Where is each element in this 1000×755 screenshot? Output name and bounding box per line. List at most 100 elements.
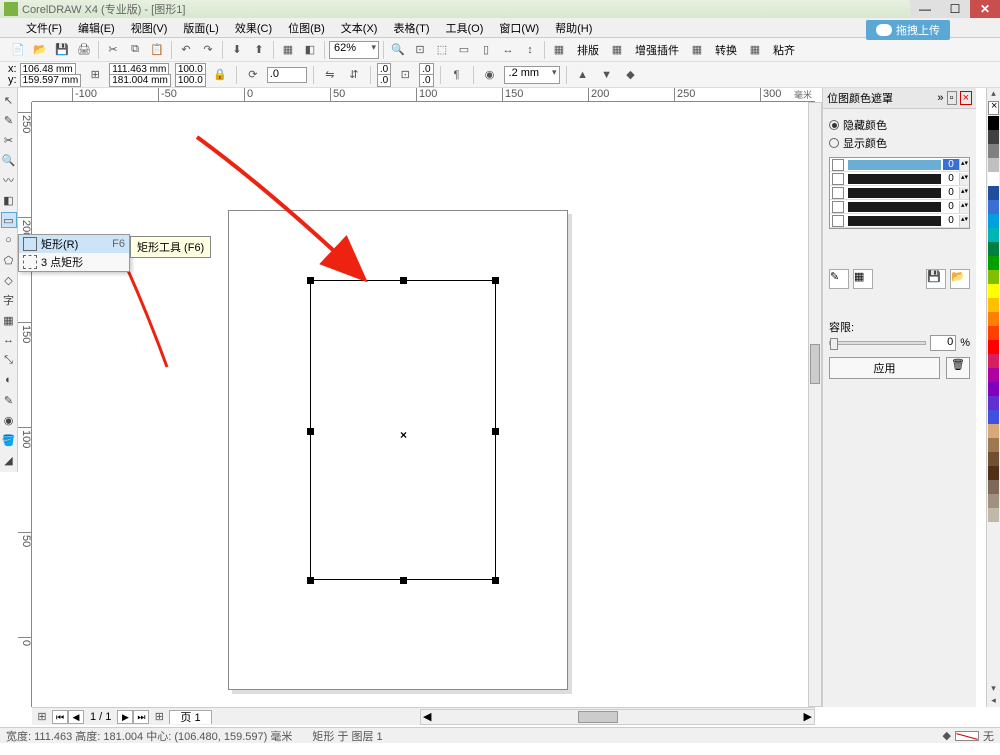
palette-swatch[interactable]: [988, 494, 999, 508]
handle-tc[interactable]: [400, 277, 407, 284]
close-button[interactable]: ✕: [970, 0, 1000, 18]
prev-page-button[interactable]: ◀: [68, 710, 84, 724]
zoom-icon[interactable]: 🔍: [388, 40, 408, 60]
zoom-tool[interactable]: 🔍: [1, 152, 17, 168]
palette-swatch[interactable]: [988, 186, 999, 200]
color-swatch[interactable]: [848, 160, 941, 170]
text-tool[interactable]: 字: [1, 292, 17, 308]
freehand-tool[interactable]: 〰: [1, 172, 17, 188]
color-row[interactable]: 0 ▴▾: [830, 172, 969, 186]
row-spinner[interactable]: ▴▾: [959, 215, 969, 227]
add-page-button[interactable]: ⊞: [32, 707, 52, 727]
handle-tr[interactable]: [492, 277, 499, 284]
menu-text[interactable]: 文本(X): [335, 18, 384, 38]
plugin-button[interactable]: ▦: [607, 40, 627, 60]
row-spinner[interactable]: ▴▾: [959, 173, 969, 185]
handle-mr[interactable]: [492, 428, 499, 435]
palette-swatch[interactable]: [988, 130, 999, 144]
palette-swatch[interactable]: [988, 312, 999, 326]
delete-button[interactable]: 🗑: [946, 357, 970, 379]
convert-button[interactable]: ▦: [687, 40, 707, 60]
undo-button[interactable]: ↶: [176, 40, 196, 60]
color-swatch[interactable]: [848, 202, 941, 212]
connector-tool[interactable]: ⤡: [1, 352, 17, 368]
convert-label[interactable]: 转换: [709, 40, 743, 60]
table-tool[interactable]: ▦: [1, 312, 17, 328]
palette-swatch[interactable]: [988, 116, 999, 130]
row-checkbox[interactable]: [832, 215, 844, 227]
flyout-3point-rectangle[interactable]: 3 点矩形: [19, 253, 129, 271]
export-button[interactable]: ⬆: [249, 40, 269, 60]
menu-window[interactable]: 窗口(W): [493, 18, 545, 38]
edit-color-button[interactable]: ▦: [853, 269, 873, 289]
tolerance-input[interactable]: 0: [930, 335, 956, 351]
convert-curves-icon[interactable]: ◆: [621, 65, 641, 85]
palette-swatch[interactable]: [988, 326, 999, 340]
canvas[interactable]: ×: [32, 102, 815, 707]
menu-bitmap[interactable]: 位图(B): [282, 18, 331, 38]
to-back-icon[interactable]: ▼: [597, 65, 617, 85]
palette-up-arrow[interactable]: ▴: [987, 88, 1000, 100]
row-spinner[interactable]: ▴▾: [959, 201, 969, 213]
save-button[interactable]: 💾: [52, 40, 72, 60]
docker-menu-icon[interactable]: ▫: [947, 91, 957, 105]
palette-down-arrow[interactable]: ▾: [987, 683, 1000, 695]
dimension-tool[interactable]: ↔: [1, 332, 17, 348]
palette-swatch[interactable]: [988, 172, 999, 186]
palette-swatch[interactable]: [988, 200, 999, 214]
palette-flyout-arrow[interactable]: ◂: [987, 695, 1000, 707]
palette-swatch[interactable]: [988, 214, 999, 228]
zoom-selection-icon[interactable]: ⬚: [432, 40, 452, 60]
color-row[interactable]: 0 ▴▾: [830, 186, 969, 200]
scroll-thumb[interactable]: [578, 711, 618, 723]
row-spinner[interactable]: ▴▾: [959, 187, 969, 199]
palette-swatch[interactable]: [988, 270, 999, 284]
corner-bl-input[interactable]: .0: [377, 74, 391, 87]
y-input[interactable]: 159.597 mm: [20, 74, 82, 87]
row-spinner[interactable]: ▴▾: [959, 159, 969, 171]
scale-y-input[interactable]: 100.0: [175, 74, 206, 87]
docker-close-icon[interactable]: ×: [960, 91, 972, 105]
scroll-left-arrow[interactable]: ◀: [423, 710, 431, 723]
mirror-v-icon[interactable]: ⇵: [344, 65, 364, 85]
palette-swatch[interactable]: [988, 410, 999, 424]
paste-special-button[interactable]: ▦: [745, 40, 765, 60]
last-page-button[interactable]: ⏭: [133, 710, 149, 724]
interactive-fill-tool[interactable]: ◢: [1, 452, 17, 468]
color-swatch[interactable]: [848, 174, 941, 184]
basic-shapes-tool[interactable]: ◇: [1, 272, 17, 288]
palette-swatch[interactable]: [988, 424, 999, 438]
color-swatch[interactable]: [848, 188, 941, 198]
welcome-button[interactable]: ◧: [300, 40, 320, 60]
smart-fill-tool[interactable]: ◧: [1, 192, 17, 208]
palette-swatch[interactable]: [988, 284, 999, 298]
horizontal-scrollbar[interactable]: ◀ ▶: [420, 709, 815, 725]
open-button[interactable]: 📂: [30, 40, 50, 60]
eyedropper-button[interactable]: ✎: [829, 269, 849, 289]
palette-swatch[interactable]: [988, 480, 999, 494]
paste-button[interactable]: 📋: [147, 40, 167, 60]
palette-swatch[interactable]: [988, 368, 999, 382]
row-checkbox[interactable]: [832, 173, 844, 185]
polygon-tool[interactable]: ⬠: [1, 252, 17, 268]
menu-view[interactable]: 视图(V): [125, 18, 174, 38]
palette-swatch[interactable]: [988, 298, 999, 312]
to-front-icon[interactable]: ▲: [573, 65, 593, 85]
color-swatch[interactable]: [848, 216, 941, 226]
page-tab-1[interactable]: 页 1: [169, 710, 211, 724]
menu-effects[interactable]: 效果(C): [229, 18, 278, 38]
add-page-after-button[interactable]: ⊞: [149, 707, 169, 727]
color-row[interactable]: 0 ▴▾: [830, 158, 969, 172]
handle-bl[interactable]: [307, 577, 314, 584]
zoom-width-icon[interactable]: ↔: [498, 40, 518, 60]
next-page-button[interactable]: ▶: [117, 710, 133, 724]
maximize-button[interactable]: ☐: [940, 0, 970, 18]
palette-swatch[interactable]: [988, 466, 999, 480]
save-mask-button[interactable]: 💾: [926, 269, 946, 289]
snap-label[interactable]: 排版: [571, 40, 605, 60]
handle-ml[interactable]: [307, 428, 314, 435]
center-marker[interactable]: ×: [400, 428, 407, 442]
docker-collapse-icon[interactable]: »: [937, 92, 943, 104]
handle-bc[interactable]: [400, 577, 407, 584]
zoom-level-select[interactable]: 62%: [329, 41, 379, 59]
